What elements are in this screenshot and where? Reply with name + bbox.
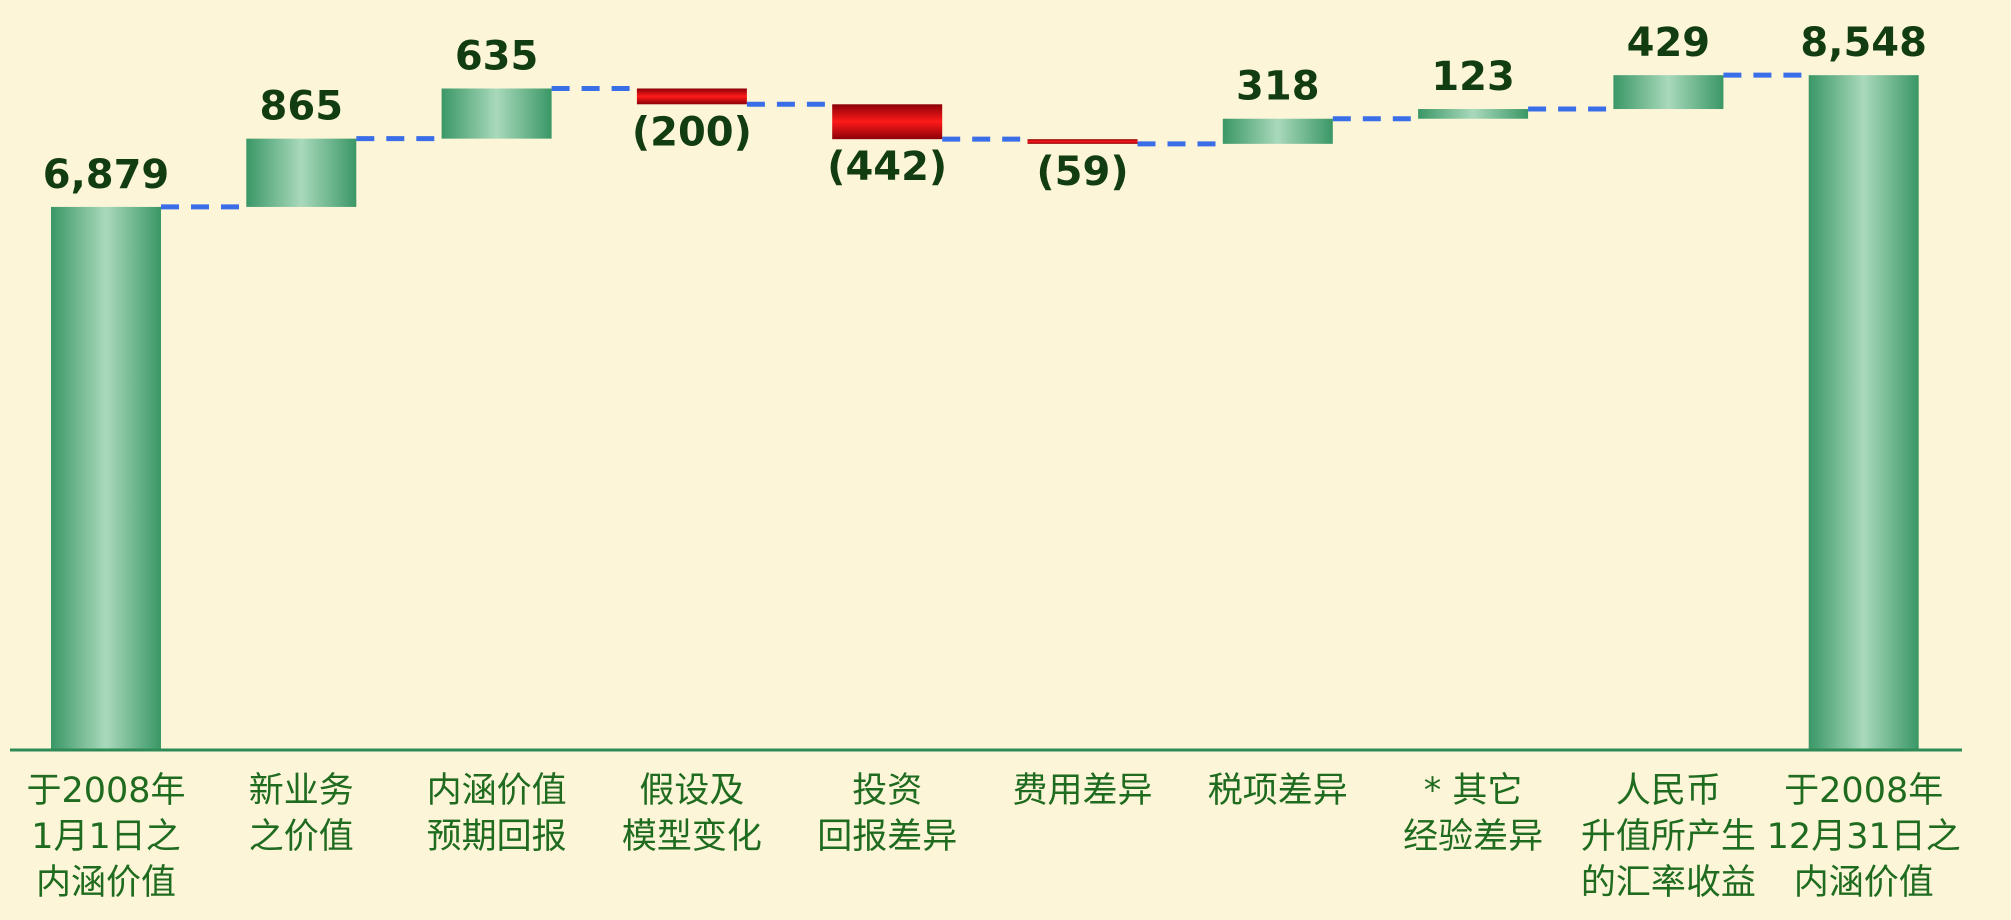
bar [246,138,357,207]
x-tick-label: 预期回报 [427,817,567,857]
x-tick-label: 1月1日之 [31,817,181,857]
value-label: (442) [827,144,947,190]
value-label: 318 [1236,64,1320,110]
bar [1027,139,1138,144]
x-tick-label: * 其它 [1424,771,1523,811]
value-label: 6,879 [43,152,170,198]
value-label: 635 [455,34,539,80]
x-tick-label: 新业务 [249,771,354,811]
x-tick-label: 于2008年 [1784,771,1943,811]
x-tick-label: 内涵价值 [427,771,567,811]
bar [1222,118,1333,144]
x-tick-label: 内涵价值 [36,863,176,903]
bar [636,88,747,105]
x-tick-label: 假设及 [639,771,744,811]
x-tick-label: 投资 [852,771,922,811]
x-tick-label: 内涵价值 [1794,863,1934,903]
value-label: 8,548 [1800,20,1927,66]
x-tick-label: 于2008年 [26,771,185,811]
value-label: 429 [1627,20,1711,66]
x-tick-label: 模型变化 [622,817,762,857]
bar [441,88,552,139]
bar [1613,75,1724,110]
x-tick-label: 12月31日之 [1767,817,1961,857]
bar [1418,109,1529,119]
value-label: 123 [1431,54,1515,100]
x-tick-label: 税项差异 [1208,771,1348,811]
value-label: (59) [1036,149,1128,195]
bar [1808,75,1919,750]
x-tick-label: 升值所产生 [1581,817,1756,857]
x-tick-label: 回报差异 [817,817,957,857]
x-tick-label: 人民币 [1616,771,1721,811]
x-tick-label: 经验差异 [1403,817,1543,857]
x-tick-label: 的汇率收益 [1581,863,1756,903]
bar [832,104,943,140]
x-tick-label: 费用差异 [1012,771,1152,811]
value-label: (200) [632,109,752,155]
x-tick-label: 之价值 [249,817,354,857]
bar [51,206,161,751]
value-label: 865 [260,84,344,130]
